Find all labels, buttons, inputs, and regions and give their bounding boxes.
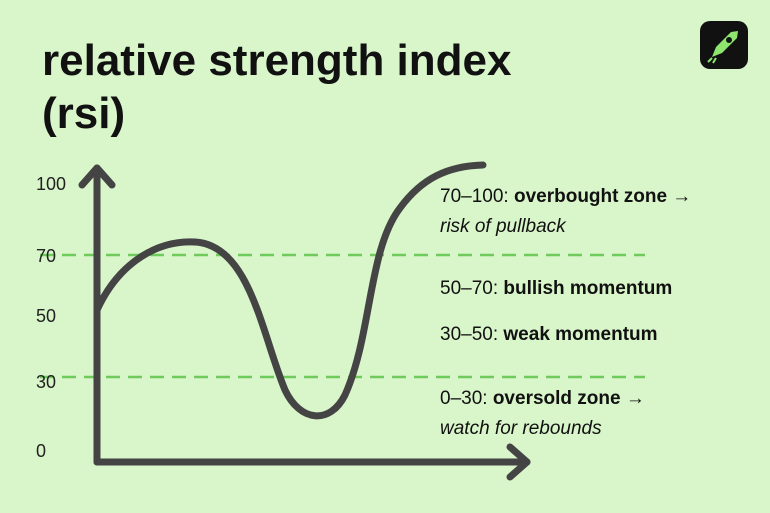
title-line: relative strength index [42, 36, 512, 85]
zone-label: 0–30: oversold zone → [440, 388, 645, 409]
zone-label: 50–70: bullish momentum [440, 278, 672, 299]
zone-range: 50–70: [440, 278, 498, 299]
zone-range: 70–100: [440, 186, 509, 207]
zone-name: overbought zone → [514, 186, 691, 207]
rsi-curve [93, 161, 487, 420]
zone-name: bullish momentum [503, 278, 672, 299]
zone-note: risk of pullback [440, 216, 567, 237]
axis-label: 50 [36, 306, 56, 326]
zone-label: 30–50: weak momentum [440, 324, 658, 345]
zone-name: weak momentum [502, 324, 657, 345]
axis-label: 0 [36, 441, 46, 461]
axes [78, 164, 531, 481]
zone-range: 30–50: [440, 324, 498, 345]
zone-label: 70–100: overbought zone → [440, 186, 691, 207]
logo-icon [700, 21, 748, 69]
zone-note: watch for rebounds [440, 418, 602, 439]
zone-range: 0–30: [440, 388, 488, 409]
axis-label: 70 [36, 246, 56, 266]
zone-name: oversold zone → [493, 388, 645, 409]
axis-label: 100 [36, 174, 66, 194]
title-line: (rsi) [42, 89, 125, 138]
axis-label: 30 [36, 372, 56, 392]
